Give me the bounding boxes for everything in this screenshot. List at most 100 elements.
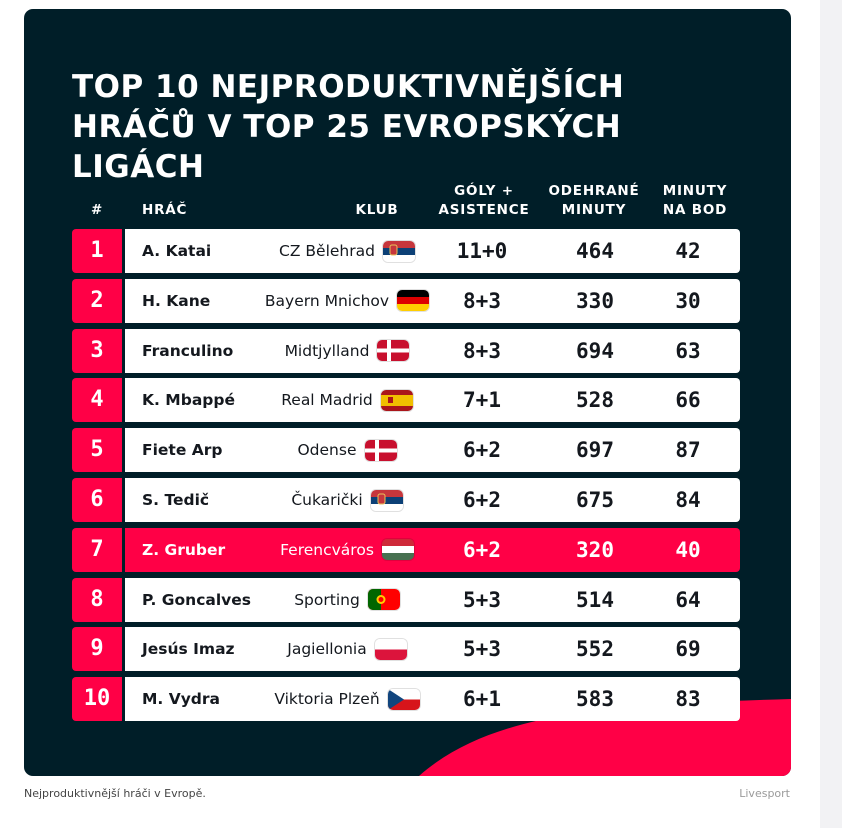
player-name: P. Goncalves: [142, 590, 252, 609]
club-cell: Sporting: [255, 578, 439, 622]
goals-assists: 6+2: [463, 488, 501, 512]
minutes-per-point: 64: [675, 587, 701, 612]
goals-assists: 6+1: [463, 687, 501, 712]
header-player: HRÁČ: [142, 202, 188, 218]
minutes-per-point: 69: [675, 637, 701, 662]
goals-assists: 11+0: [456, 239, 508, 263]
club-name: Čukarički: [291, 491, 363, 509]
portugal-flag-icon: [367, 589, 400, 611]
table-row: 1 A. Katai CZ Bělehrad 11+0 464 42: [72, 229, 742, 273]
scrollbar-track[interactable]: [820, 0, 842, 828]
table-row: 8 P. Goncalves Sporting 5+3 514 64: [72, 577, 742, 622]
minutes-played: 694: [576, 338, 614, 363]
club-name: Ferencváros: [280, 540, 374, 559]
goals-assists: 7+1: [463, 388, 501, 413]
table-row: 7 Z. Gruber Ferencváros 6+2 320 40: [72, 527, 742, 572]
minutes-played: 552: [576, 637, 614, 662]
club-cell: Real Madrid: [255, 378, 439, 422]
row-body: S. Tedič Čukarički 6+2 675 84: [125, 478, 740, 522]
rank-badge: 9: [72, 627, 122, 672]
club-cell: Čukarički: [255, 478, 439, 522]
header-minutes: ODEHRANÉ MINUTY: [548, 183, 640, 218]
minutes-per-point: 66: [675, 388, 701, 413]
table-row: 2 H. Kane Bayern Mnichov 8+3 330 30: [72, 278, 742, 323]
row-body: M. Vydra Viktoria Plzeň 6+1 583 83: [125, 677, 740, 722]
image-caption: Nejproduktivnější hráči v Evropě.: [24, 787, 206, 800]
minutes-per-point: 83: [675, 687, 701, 712]
player-name: Jesús Imaz: [142, 640, 235, 659]
poland-flag-icon: [374, 638, 407, 660]
minutes-per-point: 30: [675, 288, 701, 313]
goals-assists: 6+2: [463, 438, 501, 463]
rank-badge: 7: [72, 527, 122, 572]
table-header: # HRÁČ KLUB GÓLY + ASISTENCE ODEHRANÉ MINU…: [72, 181, 742, 221]
minutes-per-point: 42: [675, 239, 701, 263]
infographic-card: TOP 10 NEJPRODUKTIVNĚJŠÍCH HRÁČŮ V TOP 2…: [24, 9, 791, 776]
rank-badge: 10: [72, 677, 122, 722]
club-name: Midtjylland: [284, 341, 370, 360]
spain-flag-icon: [380, 389, 413, 411]
club-cell: Viktoria Plzeň: [255, 677, 439, 721]
row-body: Z. Gruber Ferencváros 6+2 320 40: [125, 527, 740, 572]
header-rank: #: [90, 202, 104, 218]
club-cell: Ferencváros: [255, 528, 439, 572]
title-line-2: HRÁČŮ V TOP 25 EVROPSKÝCH LIGÁCH: [72, 109, 622, 185]
minutes-played: 514: [576, 587, 614, 612]
player-name: M. Vydra: [142, 690, 221, 709]
header-club: KLUB: [355, 202, 399, 218]
club-name: Bayern Mnichov: [264, 291, 390, 310]
rank-badge: 6: [72, 478, 122, 522]
row-body: Franculino Midtjylland 8+3 694 63: [125, 328, 740, 373]
club-name: Jagiellonia: [287, 640, 367, 659]
table-row: 5 Fiete Arp Odense 6+2 697 87: [72, 428, 742, 473]
rank-badge: 4: [72, 378, 122, 423]
row-body: P. Goncalves Sporting 5+3 514 64: [125, 577, 740, 622]
club-cell: Odense: [255, 428, 439, 472]
minutes-played: 583: [576, 687, 614, 712]
rank-badge: 8: [72, 577, 122, 622]
player-name: Z. Gruber: [142, 540, 226, 559]
header-minutes-per-point: MINUTY NA BOD: [662, 183, 728, 218]
club-name: Viktoria Plzeň: [274, 690, 380, 709]
club-cell: CZ Bělehrad: [255, 229, 439, 273]
title-line-1: TOP 10 NEJPRODUKTIVNĚJŠÍCH: [72, 69, 625, 105]
club-cell: Jagiellonia: [255, 627, 439, 671]
row-body: Jesús Imaz Jagiellonia 5+3 552 69: [125, 627, 740, 672]
player-name: Fiete Arp: [142, 441, 223, 460]
germany-flag-icon: [397, 290, 430, 312]
row-body: H. Kane Bayern Mnichov 8+3 330 30: [125, 278, 740, 323]
goals-assists: 8+3: [463, 288, 501, 313]
minutes-played: 528: [576, 388, 614, 413]
goals-assists: 8+3: [463, 338, 501, 363]
minutes-per-point: 63: [675, 338, 701, 363]
minutes-played: 330: [576, 288, 614, 313]
table-row: 6 S. Tedič Čukarički 6+2 675 84: [72, 478, 742, 522]
minutes-played: 464: [576, 239, 614, 263]
club-name: Real Madrid: [281, 391, 373, 410]
table-row: 4 K. Mbappé Real Madrid 7+1 528 66: [72, 378, 742, 423]
player-name: K. Mbappé: [142, 391, 235, 410]
club-name: CZ Bělehrad: [279, 242, 375, 260]
table-row: 9 Jesús Imaz Jagiellonia 5+3 552 69: [72, 627, 742, 672]
hungary-flag-icon: [381, 539, 414, 561]
club-name: Sporting: [294, 590, 360, 609]
goals-assists: 6+2: [463, 537, 501, 562]
goals-assists: 5+3: [463, 587, 501, 612]
denmark-flag-icon: [377, 340, 410, 362]
row-body: Fiete Arp Odense 6+2 697 87: [125, 428, 740, 473]
rank-badge: 2: [72, 278, 122, 323]
minutes-per-point: 40: [675, 537, 701, 562]
club-name: Odense: [297, 441, 357, 460]
table-row: 3 Franculino Midtjylland 8+3 694 63: [72, 328, 742, 373]
player-name: Franculino: [142, 341, 234, 360]
minutes-per-point: 87: [675, 438, 701, 463]
denmark-flag-icon: [364, 439, 397, 461]
image-credit: Livesport: [739, 787, 790, 800]
row-body: A. Katai CZ Bělehrad 11+0 464 42: [125, 229, 740, 273]
header-goals-assists: GÓLY + ASISTENCE: [438, 183, 530, 218]
serbia-flag-icon: [382, 240, 415, 262]
infographic-title: TOP 10 NEJPRODUKTIVNĚJŠÍCH HRÁČŮ V TOP 2…: [72, 67, 752, 187]
minutes-played: 697: [576, 438, 614, 463]
rank-badge: 3: [72, 328, 122, 373]
rank-badge: 5: [72, 428, 122, 473]
